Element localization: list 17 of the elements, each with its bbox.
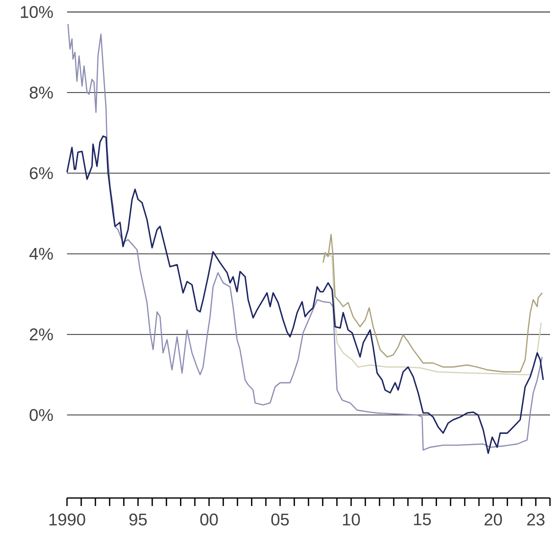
line-series xyxy=(322,254,542,376)
y-tick-label: 6% xyxy=(30,167,53,180)
line-series xyxy=(322,234,543,372)
y-tick-label: 4% xyxy=(29,248,53,260)
y-tick-label: 2% xyxy=(30,328,53,340)
x-tick-label: 05 xyxy=(271,514,289,526)
x-tick-label: 10 xyxy=(342,514,360,526)
y-tick-label: 8% xyxy=(30,86,53,99)
x-tick-label: 23 xyxy=(527,514,544,526)
x-tick-label: 95 xyxy=(129,514,147,526)
line-series xyxy=(67,23,543,451)
x-tick-label: 15 xyxy=(414,514,431,526)
y-tick-label: 10% xyxy=(20,6,53,18)
x-tick-label: 1990 xyxy=(49,514,86,526)
y-tick-label: 0% xyxy=(30,408,53,421)
x-tick-label: 20 xyxy=(484,514,502,526)
x-tick-label: 00 xyxy=(200,514,218,526)
